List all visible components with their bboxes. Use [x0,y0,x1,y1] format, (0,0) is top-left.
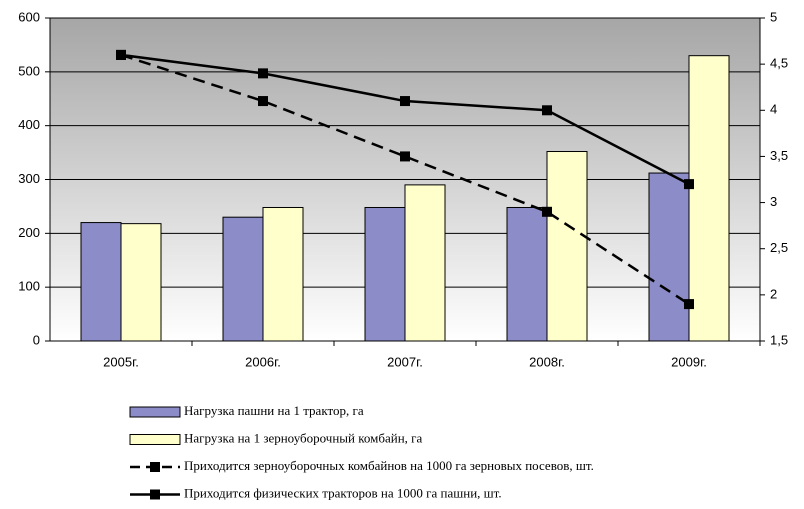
legend-swatch [129,406,181,418]
legend-label: Приходится физических тракторов на 1000 … [184,485,502,500]
point [116,49,126,60]
y2-tick-label: 2,5 [770,240,788,255]
y-tick-label: 500 [18,63,40,78]
x-tick-label: 2005г. [103,354,139,369]
y2-tick-label: 4,5 [770,56,788,71]
y-tick-label: 100 [18,279,40,294]
legend-swatch [129,434,181,445]
bar [688,55,730,342]
bar [506,206,548,342]
y-tick-label: 600 [18,9,40,24]
y2-tick-label: 3 [770,194,777,209]
point [400,151,410,162]
line [120,53,690,306]
x-tick-label: 2008г. [529,354,565,369]
legend-label: Приходится зерноуборочных комбайнов на 1… [184,458,594,473]
x-tick-label: 2009г. [671,354,707,369]
legend-marker [150,489,160,500]
bar [404,184,446,342]
bar [364,206,406,342]
y2-tick-label: 2 [770,286,777,301]
bar [546,151,588,342]
point [684,299,694,310]
bar [648,172,690,342]
bar [80,222,122,342]
x-tick-label: 2007г. [387,354,423,369]
y2-tick-label: 4 [770,102,777,117]
bar [262,206,304,342]
y-tick-label: 300 [18,171,40,186]
bar [222,216,264,342]
legend-marker [150,462,160,472]
bar [120,223,162,342]
y2-tick-label: 3,5 [770,148,788,163]
point [258,68,268,79]
y-tick-label: 0 [33,332,40,347]
x-tick-label: 2006г. [245,354,281,369]
point [258,96,268,107]
y2-tick-label: 5 [770,9,777,24]
legend-label: Нагрузка на 1 зерноуборочный комбайн, га [184,430,422,445]
y2-tick-label: 1,5 [770,332,788,347]
point [684,179,694,190]
point [542,105,552,116]
y-tick-label: 400 [18,117,40,132]
y-tick-label: 200 [18,225,40,240]
legend-label: Нагрузка пашни на 1 трактор, га [184,403,364,418]
point [400,96,410,107]
point [542,206,552,217]
